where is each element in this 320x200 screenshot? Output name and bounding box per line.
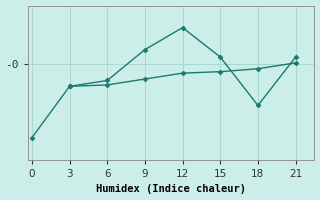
X-axis label: Humidex (Indice chaleur): Humidex (Indice chaleur) xyxy=(96,184,246,194)
